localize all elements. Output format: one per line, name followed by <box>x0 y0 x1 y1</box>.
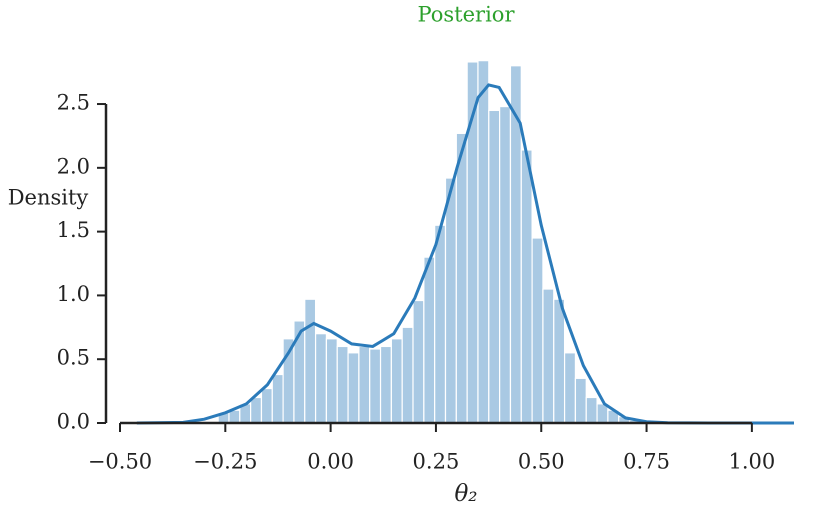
x-tick-label: 0.50 <box>518 450 565 474</box>
bar <box>260 387 273 424</box>
bar <box>401 326 414 424</box>
x-tick-label: −0.25 <box>193 450 257 474</box>
bar <box>455 132 468 424</box>
bar <box>499 105 512 424</box>
x-tick-label: 0.25 <box>413 450 460 474</box>
y-tick-label: 0.0 <box>57 410 90 434</box>
bar <box>553 298 566 424</box>
y-axis-label: Density <box>8 186 89 210</box>
y-tick-label: 0.5 <box>57 346 90 370</box>
bar <box>520 149 533 424</box>
bar <box>477 60 490 424</box>
bar <box>379 345 392 424</box>
bar <box>444 177 457 424</box>
bar <box>542 288 555 424</box>
bar <box>271 373 284 424</box>
bar <box>434 224 447 424</box>
x-tick-label: −0.50 <box>88 450 152 474</box>
bar <box>531 237 544 424</box>
x-tick-label: 0.00 <box>307 450 354 474</box>
bar <box>585 396 598 424</box>
bar <box>336 345 349 424</box>
bar <box>314 333 328 424</box>
bar <box>390 338 403 424</box>
bar <box>325 338 338 424</box>
bar <box>563 352 577 424</box>
y-tick-label: 2.0 <box>57 154 90 178</box>
bar <box>423 256 436 424</box>
bar <box>412 299 425 424</box>
bar <box>250 396 263 424</box>
y-tick-label: 1.0 <box>57 282 90 306</box>
x-axis-label: θ₂ <box>454 481 477 507</box>
y-tick-label: 2.5 <box>57 91 90 115</box>
bar <box>304 298 317 424</box>
bar <box>347 352 360 424</box>
x-tick-label: 1.00 <box>728 450 775 474</box>
y-tick-label: 1.5 <box>57 218 90 242</box>
chart-title: Posterior <box>417 3 515 27</box>
bar <box>488 109 501 424</box>
bar <box>574 377 587 424</box>
kde-line <box>136 83 794 425</box>
bar <box>369 348 382 424</box>
x-tick-label: 0.75 <box>623 450 670 474</box>
bar <box>358 345 371 424</box>
